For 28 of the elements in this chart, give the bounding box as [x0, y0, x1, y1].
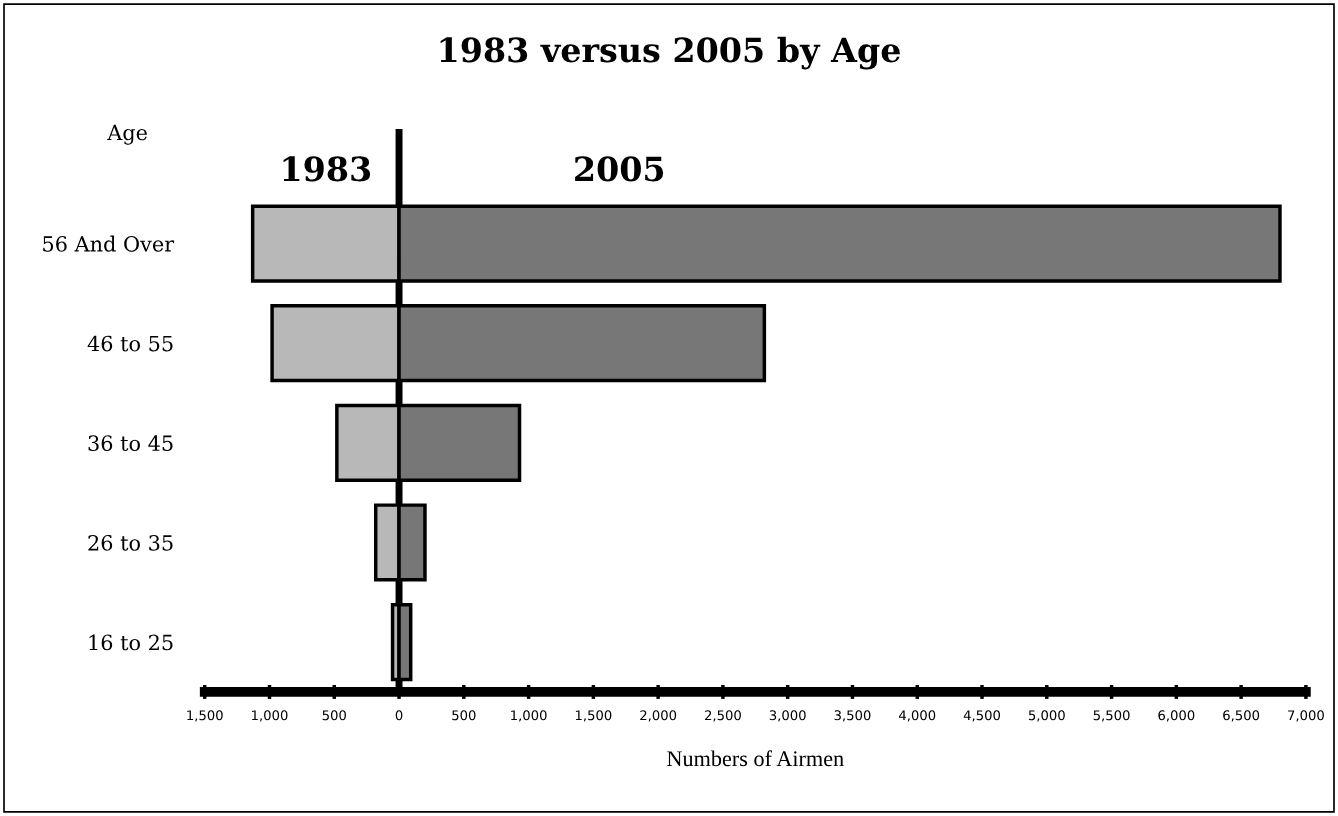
x-tick-label: 7,000	[1288, 710, 1324, 722]
series-label: 2005	[575, 156, 664, 182]
x-tick-label: 5,000	[1028, 710, 1065, 722]
x-tick-label: 6,000	[1158, 710, 1195, 722]
x-tick-label: 6,500	[1223, 710, 1260, 722]
x-tick-label: 2,000	[640, 710, 677, 722]
x-tick-label: 4,500	[963, 710, 1001, 722]
series-label: 1983	[283, 156, 371, 182]
y-tick-label: 46 to 55	[87, 335, 173, 352]
y-axis-title: Age	[107, 124, 147, 145]
x-tick-label: 1,500	[187, 710, 223, 722]
y-tick-label: 56 And Over	[43, 235, 175, 252]
x-tick-label: 500	[452, 710, 476, 721]
x-tick-label: 1,500	[575, 710, 612, 722]
chart-title: 1983 versus 2005 by Age	[440, 36, 900, 70]
x-tick-label: 1,000	[252, 710, 288, 722]
x-tick-label: 2,500	[704, 710, 741, 722]
y-tick-label: 36 to 45	[88, 435, 173, 452]
y-tick-label: 16 to 25	[89, 634, 173, 651]
y-tick-label: 26 to 35	[88, 534, 173, 551]
x-tick-label: 5,500	[1093, 710, 1130, 722]
x-axis-title: Numbers of Airmen	[667, 750, 844, 767]
x-tick-label: 500	[322, 710, 346, 721]
x-tick-label: 3,500	[834, 710, 871, 722]
x-tick-label: 0	[395, 710, 403, 721]
x-tick-label: 3,000	[769, 710, 806, 722]
x-tick-label: 1,000	[511, 710, 547, 722]
x-tick-label: 4,000	[899, 710, 936, 722]
